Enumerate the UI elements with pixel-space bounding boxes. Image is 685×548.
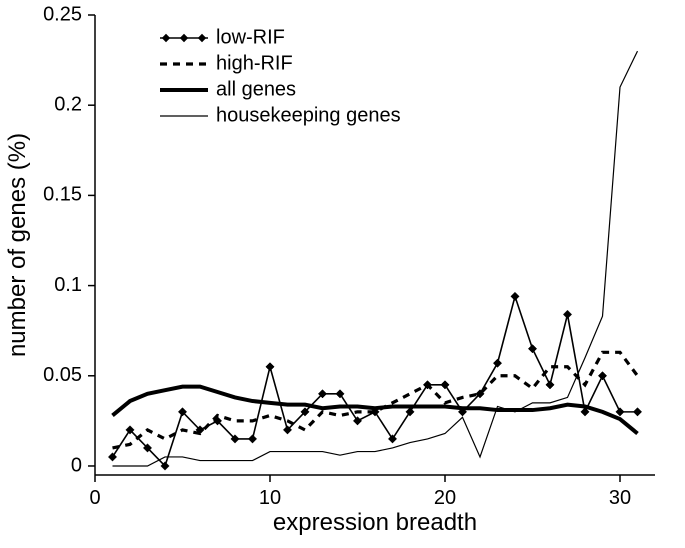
y-tick-label: 0.1 [54, 274, 82, 296]
legend-marker-low_rif [162, 34, 170, 42]
marker-low_rif [511, 292, 519, 300]
series-all_genes [113, 387, 638, 434]
y-tick-label: 0 [71, 454, 82, 476]
legend-label-housekeeping: housekeeping genes [216, 104, 401, 126]
y-tick-label: 0.05 [43, 364, 82, 386]
legend-label-all_genes: all genes [216, 78, 296, 100]
x-tick-label: 20 [434, 487, 456, 509]
legend-label-high_rif: high-RIF [216, 52, 293, 74]
marker-low_rif [546, 381, 554, 389]
y-axis-label: number of genes (%) [4, 133, 31, 357]
x-tick-label: 30 [609, 487, 631, 509]
marker-low_rif [563, 310, 571, 318]
marker-low_rif [493, 359, 501, 367]
marker-low_rif [406, 408, 414, 416]
y-tick-label: 0.15 [43, 184, 82, 206]
y-tick-label: 0.2 [54, 93, 82, 115]
marker-low_rif [388, 435, 396, 443]
y-tick-label: 0.25 [43, 3, 82, 25]
legend-marker-low_rif [198, 34, 206, 42]
marker-low_rif [528, 345, 536, 353]
marker-low_rif [108, 453, 116, 461]
marker-low_rif [248, 435, 256, 443]
marker-low_rif [598, 372, 606, 380]
marker-low_rif [336, 390, 344, 398]
legend-label-low_rif: low-RIF [216, 26, 285, 48]
legend: low-RIF high-RIF all genes housekeeping gen… [160, 26, 401, 126]
marker-low_rif [353, 417, 361, 425]
line-chart: 0 10 20 30 0 0.05 0.1 0.15 0.2 0.25 expression bre… [0, 0, 685, 548]
legend-marker-low_rif [180, 34, 188, 42]
marker-low_rif [616, 408, 624, 416]
x-tick-label: 10 [259, 487, 281, 509]
series-low_rif [113, 296, 638, 466]
x-tick-label: 0 [89, 487, 100, 509]
x-axis-label: expression breadth [273, 509, 477, 536]
marker-low_rif [441, 381, 449, 389]
marker-low_rif [633, 408, 641, 416]
chart-container: 0 10 20 30 0 0.05 0.1 0.15 0.2 0.25 expression bre… [0, 0, 685, 548]
marker-low_rif [266, 363, 274, 371]
